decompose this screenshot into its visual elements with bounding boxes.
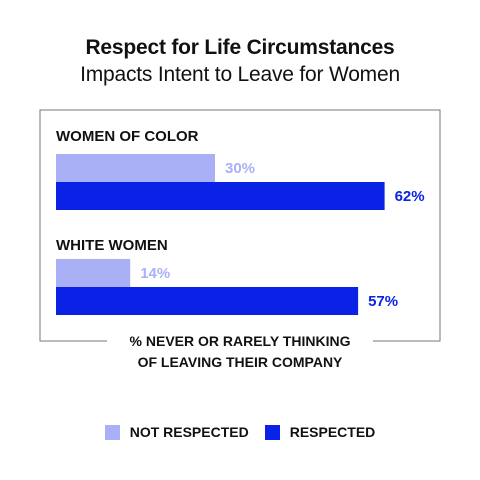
legend-label-not-respected: NOT RESPECTED (129, 424, 249, 440)
x-axis-label: % NEVER OR RARELY THINKING OF LEAVING TH… (0, 331, 480, 373)
data-label-respected: 57% (368, 293, 398, 310)
data-label-respected: 62% (395, 188, 425, 205)
category-label: WOMEN OF COLOR (56, 128, 199, 145)
category-label: WHITE WOMEN (56, 237, 168, 254)
bar-not-respected (56, 154, 215, 182)
chart-marks: WOMEN OF COLOR 30% 62% WHITE WOMEN 14% 57% (56, 128, 425, 315)
legend-swatch-respected (264, 424, 280, 440)
chart-subtitle: Impacts Intent to Leave for Women (80, 63, 400, 86)
chart-title: Respect for Life Circumstances (85, 36, 395, 59)
data-label-not-respected: 30% (225, 160, 255, 177)
data-label-not-respected: 14% (140, 265, 170, 282)
bar-respected (56, 182, 385, 210)
legend-swatch-not-respected (104, 424, 120, 440)
chart-frame (39, 109, 441, 342)
legend: NOT RESPECTED RESPECTED (0, 424, 480, 440)
legend-label-respected: RESPECTED (289, 424, 376, 440)
legend-item-respected: RESPECTED (264, 424, 376, 440)
x-axis-label-line-2: OF LEAVING THEIR COMPANY (137, 354, 343, 370)
bar-respected (56, 287, 359, 315)
bar-not-respected (56, 259, 131, 287)
x-axis-label-line-1: % NEVER OR RARELY THINKING (129, 333, 351, 349)
legend-item-not-respected: NOT RESPECTED (104, 424, 249, 440)
